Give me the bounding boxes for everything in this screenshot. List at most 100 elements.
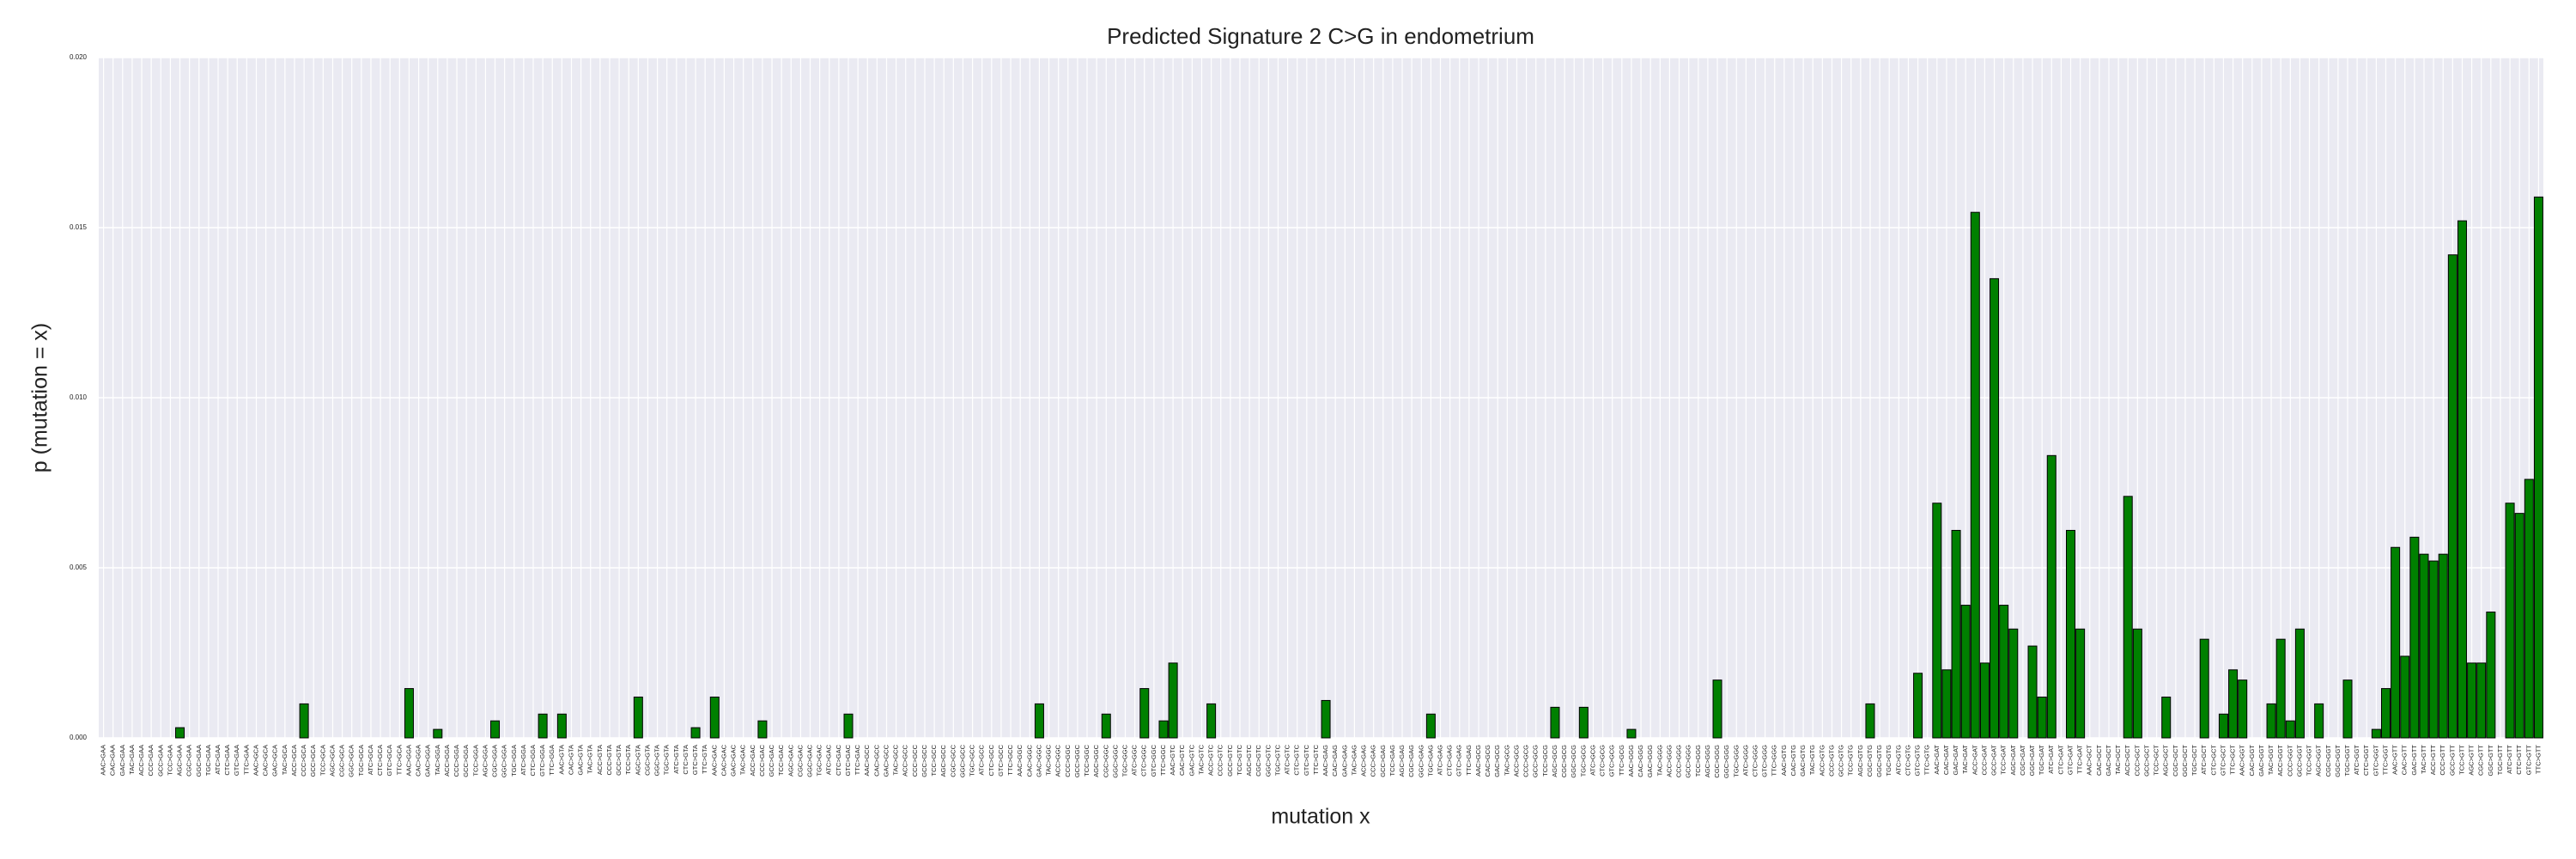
x-tick-label: TCC>GGT	[2306, 745, 2313, 776]
x-tick-label: GTC>GTT	[2524, 745, 2532, 776]
x-tick-label: CAC>GGC	[1025, 744, 1033, 777]
x-tick-label: TGC>GGG	[1732, 745, 1740, 777]
x-tick-label: GTC>GGC	[1150, 744, 1157, 777]
x-tick-label: AGC>GGA	[481, 745, 489, 777]
x-tick-label: CGC>GGC	[1102, 744, 1109, 777]
bar	[1712, 679, 1722, 739]
x-tick-label: AGC>GCA	[328, 745, 336, 777]
x-tick-label: GAC>GTA	[577, 745, 585, 776]
x-tick-label: CGC>GCT	[2172, 745, 2179, 777]
x-tick-label: TCC>GCG	[1541, 745, 1549, 777]
x-tick-label: CCC>GCG	[1522, 745, 1530, 777]
bar	[2008, 628, 2019, 739]
y-tick-label: 0.010	[70, 393, 88, 401]
x-tick-label: AGC>GAA	[176, 745, 184, 776]
x-tick-label: TGC>GGC	[1121, 744, 1129, 777]
bar	[1999, 605, 2009, 739]
x-tick-label: AGC>GAC	[787, 744, 794, 776]
x-tick-label: GGC>GAC	[806, 744, 814, 777]
x-tick-label: CCC>GGA	[453, 745, 460, 777]
bar	[1990, 277, 2000, 739]
x-tick-label: GGC>GCG	[1570, 745, 1577, 778]
x-tick-label: GTC>GGA	[538, 745, 546, 777]
x-tick-label: AAC>GCC	[863, 744, 871, 776]
x-tick-label: TGC>GTC	[1273, 744, 1281, 776]
x-tick-label: TTC>GCA	[395, 745, 403, 775]
x-tick-label: ATC>GCG	[1589, 745, 1596, 776]
x-tick-label: GTC>GAT	[2066, 745, 2074, 775]
x-tick-label: GAC>GCC	[882, 744, 890, 777]
y-tick-label: 0.020	[70, 53, 88, 61]
x-tick-label: GCC>GAC	[768, 744, 775, 777]
x-tick-label: CTC>GCC	[987, 744, 995, 776]
x-tick-label: GAC>GCG	[1493, 745, 1501, 777]
bar	[299, 703, 309, 739]
x-tick-label: CAC>GAG	[1331, 745, 1339, 777]
x-tick-label: CTC>GAG	[1446, 745, 1454, 777]
bar	[2409, 536, 2420, 739]
bar	[1168, 662, 1178, 739]
x-tick-label: CAC>GCT	[2095, 745, 2103, 776]
y-tick-label: 0.005	[70, 564, 88, 571]
x-tick-label: ATC>GTG	[1894, 745, 1902, 775]
x-tick-label: GGC>GTA	[653, 745, 661, 776]
x-tick-label: GTC>GAA	[233, 745, 240, 776]
x-tick-label: TGC>GCA	[357, 745, 365, 776]
x-tick-label: CAC>GTA	[567, 745, 574, 775]
x-tick-label: CTC>GAC	[835, 744, 842, 776]
x-tick-label: AGC>GGG	[1704, 745, 1711, 777]
x-tick-label: CTC>GAT	[2057, 745, 2064, 775]
x-tick-label: CAC>GAA	[109, 745, 117, 776]
bar	[2218, 713, 2228, 739]
x-tick-label: CTC>GCA	[376, 745, 384, 776]
x-tick-label: GTC>GCT	[2219, 745, 2227, 776]
x-tick-label: GCC>GTA	[615, 745, 623, 776]
x-tick-label: TGC>GAG	[1426, 745, 1434, 777]
x-tick-label: TAC>GGT	[2267, 745, 2275, 775]
x-tick-label: GCC>GAG	[1379, 745, 1387, 777]
x-tick-label: TGC>GCG	[1579, 745, 1587, 777]
bar	[843, 713, 854, 739]
x-tick-label: AGC>GTC	[1245, 744, 1253, 776]
x-tick-label: ACC>GTA	[596, 745, 604, 775]
bar	[1425, 713, 1436, 739]
x-tick-label: GAC>GGC	[1035, 744, 1042, 777]
bar	[2275, 638, 2286, 739]
x-tick-label: GTC>GCG	[1608, 745, 1616, 777]
bar	[404, 688, 414, 739]
x-tick-label: ATC>GGA	[519, 745, 527, 776]
x-tick-label: TAC>GCA	[281, 745, 289, 775]
bar	[1321, 699, 1331, 739]
bar	[1626, 728, 1637, 739]
x-tick-label: GGC>GTT	[2487, 745, 2494, 777]
x-tick-label: AAC>GCA	[252, 745, 259, 776]
x-tick-label: CCC>GAG	[1370, 745, 1377, 777]
x-tick-label: ATC>GCA	[367, 745, 374, 775]
x-tick-label: CTC>GTT	[2515, 745, 2523, 775]
x-tick-label: TAC>GAG	[1350, 745, 1358, 776]
x-tick-label: TGC>GGA	[510, 745, 518, 777]
x-tick-label: TTC>GAG	[1465, 745, 1473, 776]
x-tick-label: GGC>GAT	[2028, 745, 2036, 777]
bar	[1970, 211, 1980, 739]
bar	[2467, 662, 2477, 739]
x-tick-label: TGC>GCT	[2190, 745, 2198, 776]
x-tick-label: CGC>GTT	[2477, 745, 2485, 776]
x-tick-label: GAC>GAA	[118, 745, 126, 776]
bar	[2533, 196, 2543, 739]
x-tick-label: AAC>GAG	[1321, 745, 1329, 777]
bar	[709, 696, 720, 739]
y-tick-label: 0.000	[70, 734, 88, 741]
x-tick-label: CCC>GCC	[911, 744, 919, 777]
bar	[2266, 703, 2276, 739]
x-tick-label: AAC>GAA	[100, 745, 107, 776]
x-tick-label: CAC>GCA	[262, 745, 270, 776]
x-tick-label: CAC>GGA	[415, 745, 422, 777]
chart-title: Predicted Signature 2 C>G in endometrium	[1107, 23, 1534, 49]
x-tick-label: GTC>GTA	[691, 745, 699, 775]
x-tick-label: TAC>GTA	[586, 745, 594, 774]
x-tick-label: CAC>GCG	[1484, 745, 1492, 777]
x-tick-label: TCC>GCA	[319, 745, 326, 776]
x-tick-label: TTC>GCT	[2229, 745, 2237, 775]
bar	[2514, 513, 2524, 739]
